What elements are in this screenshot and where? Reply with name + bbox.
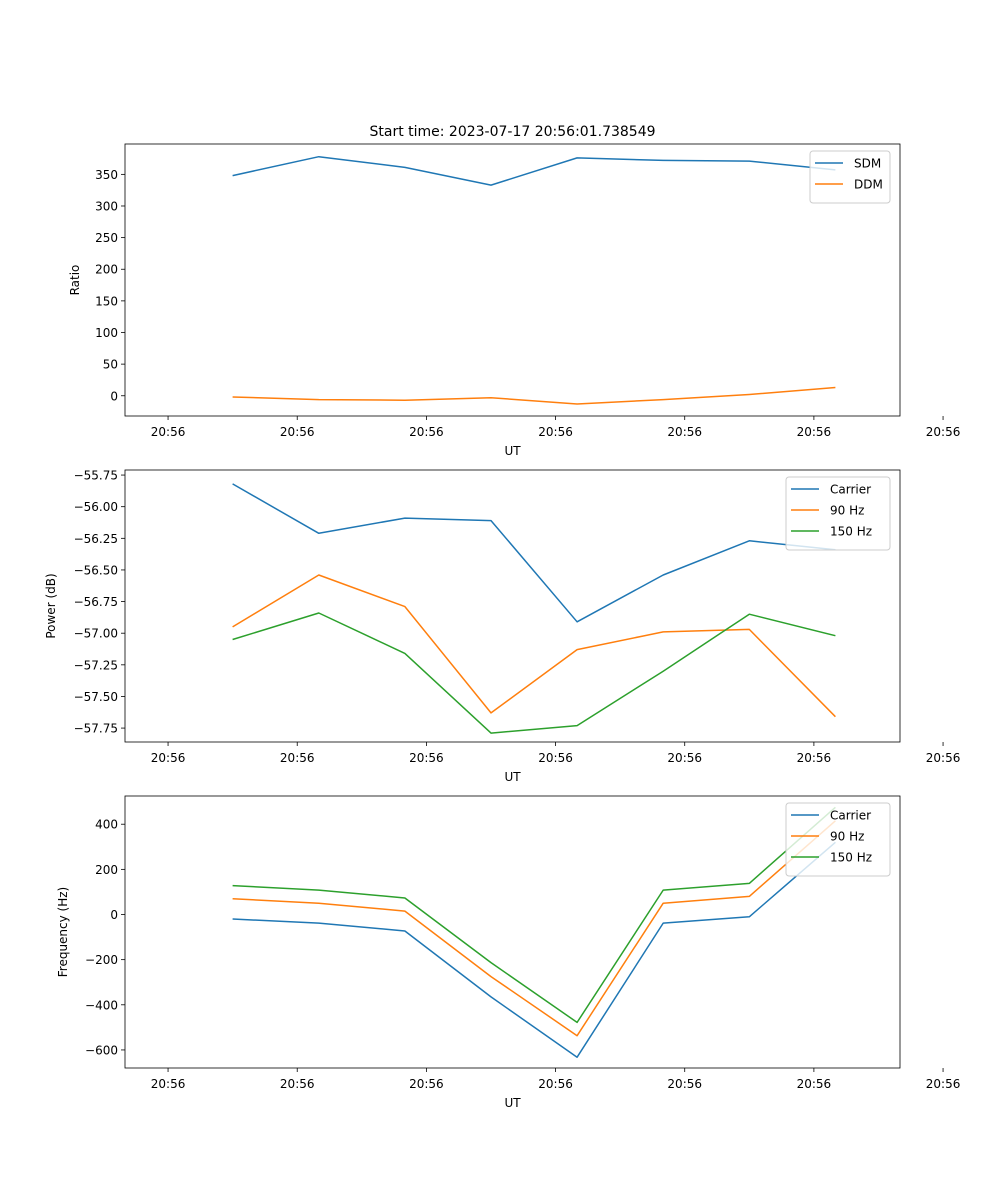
y-tick-label: 250 (95, 231, 118, 245)
series-line-sdm (232, 155, 836, 186)
y-tick-label: 0 (110, 389, 118, 403)
x-axis-label: UT (504, 1096, 521, 1110)
y-tick-label: −400 (85, 998, 118, 1012)
legend: SDM DDM (809, 150, 891, 204)
x-tick-label: 20:56 (797, 751, 832, 765)
legend-label: 150 Hz (830, 525, 872, 539)
x-tick-label: 20:56 (926, 1077, 961, 1091)
x-tick-label: 20:56 (926, 751, 961, 765)
series-line-carrier (232, 841, 836, 1058)
y-tick-label: −200 (85, 953, 118, 967)
y-tick-label: −57.25 (74, 658, 118, 672)
y-tick-label: 100 (95, 326, 118, 340)
x-tick-label: 20:56 (409, 751, 444, 765)
legend-label: 90 Hz (830, 504, 864, 518)
legend: Carrier 90 Hz 150 Hz (785, 802, 891, 877)
y-tick-label: 200 (95, 263, 118, 277)
x-tick-label: 20:56 (151, 425, 186, 439)
series-line-90-hz (232, 574, 836, 718)
x-tick-label: 20:56 (280, 751, 315, 765)
x-tick-label: 20:56 (538, 425, 573, 439)
subplot-2: 20:5620:5620:5620:5620:5620:5620:5620:56… (44, 469, 961, 784)
subplot-3: 20:5620:5620:5620:5620:5620:5620:5620:56… (56, 795, 961, 1110)
y-axis-label: Ratio (68, 265, 82, 296)
figure-title: Start time: 2023-07-17 20:56:01.738549 (369, 124, 655, 140)
x-tick-label: 20:56 (409, 1077, 444, 1091)
y-tick-label: −57.75 (74, 722, 118, 736)
y-tick-label: 50 (103, 358, 118, 372)
y-tick-label: 300 (95, 199, 118, 213)
x-tick-label: 20:56 (797, 1077, 832, 1091)
y-tick-label: 350 (95, 168, 118, 182)
y-axis-label: Frequency (Hz) (56, 887, 70, 978)
axes-frame (124, 469, 901, 743)
y-tick-label: −56.75 (74, 595, 118, 609)
x-axis-label: UT (504, 770, 521, 784)
y-tick-label: −57.50 (74, 690, 118, 704)
y-tick-label: −56.00 (74, 500, 118, 514)
x-axis-label: UT (504, 444, 521, 458)
y-tick-label: 400 (95, 818, 118, 832)
y-tick-label: 150 (95, 294, 118, 308)
x-tick-label: 20:56 (538, 1077, 573, 1091)
x-tick-label: 20:56 (667, 425, 702, 439)
x-tick-label: 20:56 (667, 1077, 702, 1091)
y-tick-label: −600 (85, 1043, 118, 1057)
subplot-1: 20:5620:5620:5620:5620:5620:5620:5620:56… (68, 143, 961, 458)
x-tick-label: 20:56 (151, 751, 186, 765)
y-tick-label: 0 (110, 908, 118, 922)
legend-label: Carrier (830, 483, 871, 497)
legend-label: Carrier (830, 809, 871, 823)
series-line-150-hz (232, 806, 836, 1024)
legend-label: SDM (854, 157, 881, 171)
x-tick-label: 20:56 (538, 751, 573, 765)
x-tick-label: 20:56 (926, 425, 961, 439)
legend-box (809, 150, 891, 204)
y-tick-label: −55.75 (74, 469, 118, 483)
x-tick-label: 20:56 (280, 425, 315, 439)
x-tick-label: 20:56 (667, 751, 702, 765)
series-line-carrier (232, 483, 836, 623)
series-line-90-hz (232, 820, 836, 1037)
legend-label: 150 Hz (830, 851, 872, 865)
legend-label: 90 Hz (830, 830, 864, 844)
y-tick-label: −57.00 (74, 627, 118, 641)
y-axis-label: Power (dB) (44, 573, 58, 638)
y-tick-label: −56.25 (74, 532, 118, 546)
x-tick-label: 20:56 (151, 1077, 186, 1091)
series-line-150-hz (232, 612, 836, 734)
y-tick-label: −56.50 (74, 563, 118, 577)
y-tick-label: 200 (95, 863, 118, 877)
legend: Carrier 90 Hz 150 Hz (785, 476, 891, 551)
axes-frame (124, 795, 901, 1069)
subplots: 20:56 20:56 20:56 20:56 20:56 20:56 20:56 20:56… (44, 143, 961, 1110)
series-line-ddm (232, 386, 836, 405)
axes-frame (124, 143, 901, 417)
x-tick-label: 20:56 (280, 1077, 315, 1091)
x-tick-label: 20:56 (797, 425, 832, 439)
x-tick-label: 20:56 (409, 425, 444, 439)
legend-label: DDM (854, 178, 883, 192)
